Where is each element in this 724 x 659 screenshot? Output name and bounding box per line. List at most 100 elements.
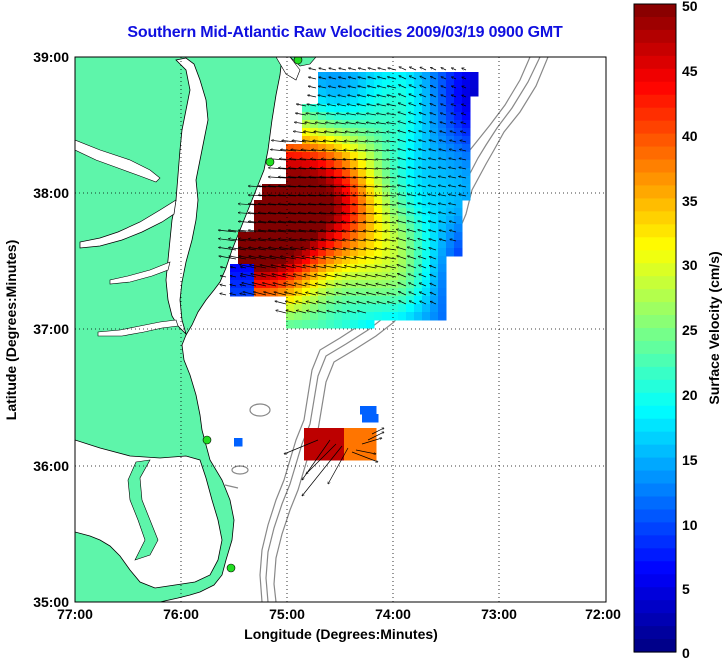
velocity-arrow bbox=[385, 257, 397, 260]
velocity-arrow bbox=[387, 95, 397, 98]
velocity-arrow bbox=[306, 301, 317, 305]
velocity-arrow bbox=[448, 176, 457, 179]
velocity-arrow bbox=[365, 266, 377, 269]
velocity-cell bbox=[422, 120, 431, 129]
velocity-cell bbox=[438, 184, 447, 193]
velocity-cell bbox=[358, 312, 367, 321]
velocity-cell bbox=[414, 264, 423, 273]
velocity-cell bbox=[262, 184, 271, 193]
velocity-cell bbox=[302, 136, 311, 145]
velocity-arrow bbox=[274, 292, 287, 296]
velocity-arrow bbox=[329, 77, 337, 80]
velocity-cell bbox=[358, 80, 367, 89]
velocity-cell bbox=[438, 160, 447, 169]
velocity-arrow bbox=[336, 293, 347, 296]
velocity-cell bbox=[430, 120, 439, 129]
velocity-cell bbox=[238, 288, 247, 297]
velocity-arrow bbox=[408, 265, 417, 269]
x-tick-label: 73:00 bbox=[481, 606, 517, 622]
velocity-arrow bbox=[441, 68, 447, 71]
velocity-cell bbox=[358, 264, 367, 273]
velocity-cell bbox=[406, 160, 415, 169]
velocity-cell bbox=[414, 104, 423, 113]
velocity-cell bbox=[414, 144, 423, 153]
velocity-cell bbox=[454, 96, 463, 105]
velocity-cell bbox=[246, 232, 255, 241]
velocity-cell bbox=[350, 232, 359, 241]
velocity-cell bbox=[390, 240, 399, 249]
velocity-arrow bbox=[367, 104, 377, 107]
velocity-cell bbox=[302, 248, 311, 257]
velocity-cell bbox=[350, 176, 359, 185]
velocity-arrow bbox=[289, 168, 307, 169]
velocity-cell bbox=[294, 184, 303, 193]
velocity-arrow bbox=[248, 230, 267, 233]
velocity-cell bbox=[422, 184, 431, 193]
velocity-cell bbox=[246, 264, 255, 273]
velocity-cell bbox=[438, 72, 447, 81]
velocity-arrow bbox=[355, 449, 376, 454]
velocity-arrow bbox=[418, 256, 427, 260]
velocity-arrow bbox=[375, 275, 387, 278]
velocity-cell bbox=[366, 248, 375, 257]
velocity-cell bbox=[366, 120, 375, 129]
colorbar-tick-label: 10 bbox=[682, 517, 698, 533]
velocity-cell bbox=[302, 104, 311, 113]
velocity-arrow bbox=[420, 85, 427, 89]
colorbar-swatch bbox=[634, 600, 676, 614]
velocity-arrow bbox=[451, 68, 457, 71]
velocity-cell bbox=[398, 216, 407, 225]
velocity-arrow bbox=[451, 86, 457, 89]
velocity-cell bbox=[454, 176, 463, 185]
velocity-cell bbox=[334, 240, 343, 249]
velocity-arrow bbox=[316, 302, 327, 305]
velocity-cell bbox=[326, 88, 335, 97]
velocity-cell bbox=[318, 264, 327, 273]
velocity-cell bbox=[294, 160, 303, 169]
velocity-arrow bbox=[317, 311, 327, 314]
velocity-cell bbox=[294, 152, 303, 161]
colorbar-swatch bbox=[634, 340, 676, 355]
velocity-cell bbox=[326, 176, 335, 185]
velocity-cell bbox=[390, 104, 399, 113]
velocity-cell bbox=[318, 104, 327, 113]
velocity-cell bbox=[446, 144, 455, 153]
velocity-cell bbox=[390, 224, 399, 233]
velocity-arrow bbox=[430, 95, 437, 98]
radar-site-marker bbox=[226, 563, 236, 573]
velocity-cell bbox=[278, 280, 287, 289]
colorbar-swatch bbox=[634, 81, 676, 96]
velocity-cell bbox=[358, 200, 367, 209]
velocity-arrow bbox=[324, 266, 337, 269]
velocity-cell bbox=[382, 104, 391, 113]
velocity-arrow bbox=[398, 112, 407, 116]
velocity-arrow bbox=[375, 266, 387, 269]
velocity-cell bbox=[374, 80, 383, 89]
velocity-cell bbox=[350, 160, 359, 169]
velocity-cell bbox=[438, 240, 447, 249]
velocity-cell bbox=[326, 280, 335, 289]
velocity-cell bbox=[422, 288, 431, 297]
velocity-arrow bbox=[353, 177, 367, 178]
velocity-arrow bbox=[358, 68, 367, 71]
velocity-cell bbox=[398, 224, 407, 233]
velocity-arrow bbox=[449, 221, 457, 224]
velocity-cell bbox=[374, 88, 383, 97]
velocity-arrow bbox=[462, 68, 467, 71]
velocity-arrow bbox=[313, 257, 327, 260]
velocity-cell bbox=[366, 280, 375, 289]
velocity-arrow bbox=[338, 86, 347, 89]
velocity-cell bbox=[350, 296, 359, 305]
velocity-arrow bbox=[409, 67, 417, 71]
velocity-cell bbox=[406, 216, 415, 225]
velocity-cell bbox=[462, 160, 471, 169]
velocity-cell bbox=[352, 436, 361, 445]
plot-frame bbox=[74, 56, 607, 603]
velocity-cell bbox=[366, 152, 375, 161]
velocity-cell bbox=[254, 264, 263, 273]
velocity-cell bbox=[342, 72, 351, 81]
velocity-arrow bbox=[375, 195, 387, 196]
colorbar-tick-label: 15 bbox=[682, 452, 698, 468]
velocity-cell bbox=[286, 160, 295, 169]
velocity-cell bbox=[454, 80, 463, 89]
